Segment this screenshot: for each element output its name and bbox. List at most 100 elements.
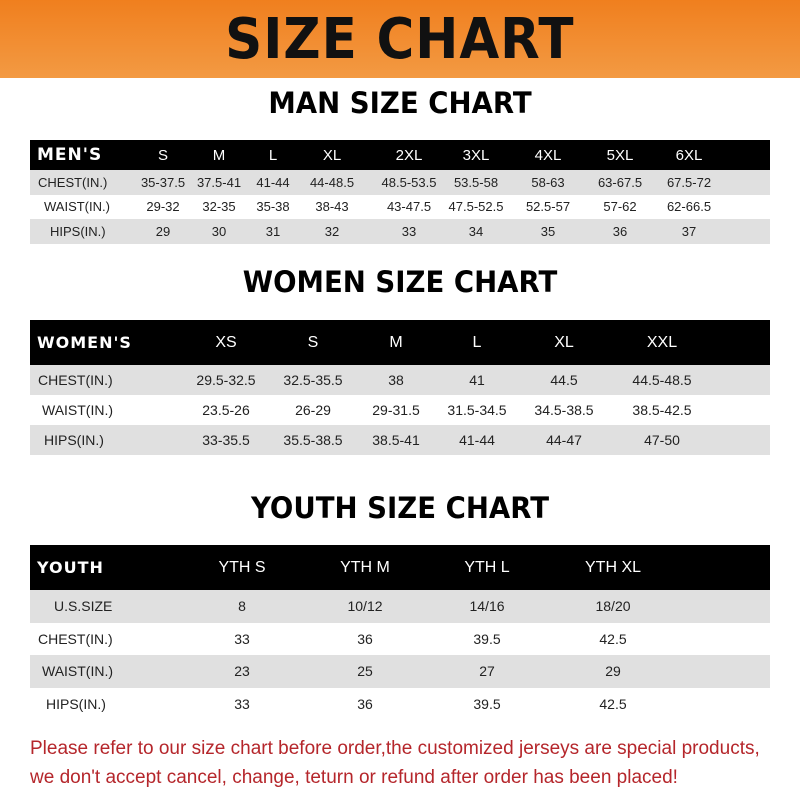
- table-cell: 41-44: [256, 174, 290, 190]
- table-cell: 43-47.5: [386, 199, 432, 215]
- size-header-cell: XL: [322, 146, 342, 164]
- size-header-cell: XL: [554, 333, 574, 351]
- table-cell: 36: [357, 695, 373, 712]
- table-cell: 48.5-53.5: [381, 174, 437, 190]
- notice-line-2: we don't accept cancel, change, teturn o…: [30, 767, 678, 788]
- table-cell: 38.5-42.5: [632, 402, 692, 418]
- table-row: WAIST(IN.) 23.5-26 26-29 29-31.5 31.5-34.5 34…: [30, 395, 770, 425]
- table-cell: 33-35.5: [202, 432, 250, 448]
- size-header-cell: M: [212, 146, 226, 164]
- table-cell: 23.5-26: [202, 402, 250, 418]
- size-header-cell: S: [307, 333, 319, 351]
- table-cell: 33: [401, 223, 417, 239]
- table-cell: 26-29: [295, 402, 331, 418]
- table-cell: 39.5: [473, 630, 501, 647]
- women-section-title: WOMEN SIZE CHART: [242, 265, 558, 299]
- table-cell: 35-37.5: [140, 174, 186, 190]
- table-cell: 29-32: [146, 199, 180, 215]
- table-title-cell: WOMEN'S: [37, 333, 132, 352]
- measurement-label: HIPS(IN.): [50, 223, 106, 239]
- table-row: CHEST(IN.) 29.5-32.5 32.5-35.5 38 41 44.5 44.5…: [30, 365, 770, 395]
- table-cell: 41: [469, 372, 485, 388]
- table-row: CHEST(IN.) 35-37.5 37.5-41 41-44 44-48.5 48.5…: [30, 170, 770, 195]
- measurement-label: CHEST(IN.): [38, 372, 113, 388]
- table-row: HIPS(IN.) 33 36 39.5 42.5: [30, 687, 770, 720]
- banner-title: SIZE CHART: [225, 6, 575, 72]
- table-cell: 63-67.5: [597, 174, 643, 190]
- table-cell: 57-62: [603, 199, 637, 215]
- size-header-cell: L: [268, 146, 278, 164]
- table-header-row: MEN'S S M L XL 2XL 3XL 4XL 5XL 6XL: [30, 140, 770, 170]
- table-cell: 33: [234, 630, 250, 647]
- table-row: WAIST(IN.) 29-32 32-35 35-38 38-43 43-47.5 47.…: [30, 194, 770, 219]
- table-cell: 67.5-72: [666, 174, 712, 190]
- table-cell: 35: [540, 223, 556, 239]
- table-header-row: YOUTH YTH S YTH M YTH L YTH XL: [30, 545, 770, 590]
- table-cell: 44-48.5: [309, 174, 355, 190]
- table-title-cell: MEN'S: [37, 145, 103, 165]
- table-cell: 34: [468, 223, 484, 239]
- table-row: HIPS(IN.) 33-35.5 35.5-38.5 38.5-41 41-44 44-…: [30, 425, 770, 455]
- table-cell: 36: [357, 630, 373, 647]
- table-cell: 8: [238, 598, 246, 615]
- table-cell: 32-35: [202, 199, 236, 215]
- table-title-cell: YOUTH: [37, 558, 104, 577]
- table-cell: 58-63: [531, 174, 565, 190]
- table-cell: 38-43: [315, 199, 349, 215]
- table-cell: 47-50: [644, 432, 680, 448]
- table-header-row: WOMEN'S XS S M L XL XXL: [30, 320, 770, 365]
- measurement-label: WAIST(IN.): [42, 402, 114, 418]
- table-row: WAIST(IN.) 23 25 27 29: [30, 655, 770, 688]
- table-cell: 38: [388, 372, 404, 388]
- table-cell: 42.5: [599, 630, 627, 647]
- order-notice: Please refer to our size chart before or…: [30, 734, 790, 792]
- table-cell: 32: [324, 223, 340, 239]
- table-cell: 30: [211, 223, 227, 239]
- table-cell: 29: [155, 223, 171, 239]
- size-header-cell: 3XL: [462, 146, 490, 164]
- size-header-cell: L: [472, 333, 482, 351]
- measurement-label: U.S.SIZE: [54, 598, 113, 615]
- table-cell: 53.5-58: [453, 174, 499, 190]
- size-header-cell: YTH XL: [584, 558, 642, 576]
- table-cell: 27: [479, 663, 495, 680]
- size-header-cell: YTH L: [464, 558, 510, 576]
- youth-section-title: YOUTH SIZE CHART: [250, 491, 550, 525]
- table-cell: 52.5-57: [525, 199, 571, 215]
- table-cell: 39.5: [473, 695, 501, 712]
- size-header-cell: YTH S: [218, 558, 266, 576]
- youth-size-table: YOUTH YTH S YTH M YTH L YTH XL U.S.SIZE 8 10/12…: [30, 545, 770, 720]
- size-header-cell: M: [389, 333, 403, 351]
- table-cell: 37.5-41: [196, 174, 242, 190]
- table-cell: 31.5-34.5: [447, 402, 507, 418]
- size-header-cell: 6XL: [675, 146, 703, 164]
- table-cell: 29: [605, 663, 621, 680]
- measurement-label: HIPS(IN.): [46, 695, 106, 712]
- table-cell: 25: [357, 663, 373, 680]
- table-cell: 29.5-32.5: [196, 372, 256, 388]
- measurement-label: WAIST(IN.): [44, 199, 110, 215]
- table-row: HIPS(IN.) 29 30 31 32 33 34 35 36 37: [30, 219, 770, 244]
- measurement-label: WAIST(IN.): [42, 663, 114, 680]
- table-cell: 36: [612, 223, 628, 239]
- size-header-cell: S: [157, 146, 169, 164]
- table-cell: 44.5: [550, 372, 578, 388]
- table-cell: 10/12: [347, 598, 383, 615]
- table-cell: 37: [681, 223, 697, 239]
- size-header-cell: YTH M: [340, 558, 390, 576]
- table-cell: 32.5-35.5: [283, 372, 343, 388]
- size-header-cell: XXL: [646, 333, 678, 351]
- size-chart-banner: SIZE CHART: [0, 0, 800, 78]
- measurement-label: CHEST(IN.): [38, 174, 108, 190]
- table-cell: 31: [265, 223, 281, 239]
- table-cell: 34.5-38.5: [534, 402, 594, 418]
- table-cell: 44.5-48.5: [632, 372, 692, 388]
- table-cell: 62-66.5: [666, 199, 712, 215]
- measurement-label: CHEST(IN.): [38, 630, 113, 647]
- table-row: CHEST(IN.) 33 36 39.5 42.5: [30, 622, 770, 655]
- size-header-cell: 5XL: [606, 146, 634, 164]
- table-cell: 44-47: [546, 432, 582, 448]
- size-header-cell: 4XL: [534, 146, 562, 164]
- men-size-table: MEN'S S M L XL 2XL 3XL 4XL 5XL 6XL CHEST(IN.) 35-37…: [30, 140, 770, 244]
- notice-line-1: Please refer to our size chart before or…: [30, 738, 760, 759]
